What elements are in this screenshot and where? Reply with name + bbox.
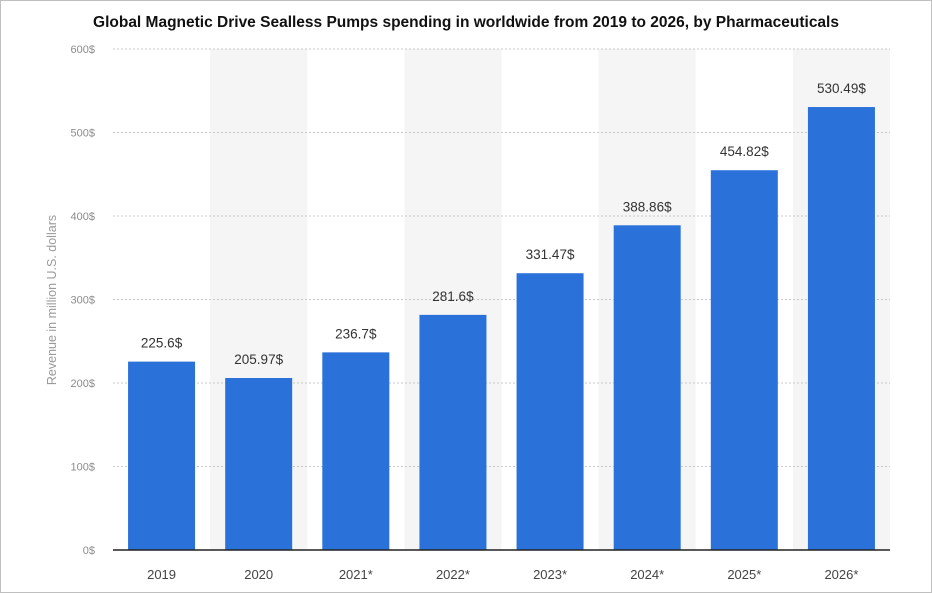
bar-2022	[419, 314, 487, 550]
y-tick-label: 300$	[71, 295, 95, 307]
data-label: 331.47$	[526, 247, 575, 262]
bar-2023	[516, 273, 584, 550]
x-tick-label: 2020	[244, 567, 273, 582]
bar-2025	[710, 170, 778, 551]
bar-2026	[807, 107, 875, 551]
data-label: 281.6$	[432, 289, 474, 304]
bar-2024	[613, 225, 681, 551]
bar-2019	[128, 361, 196, 550]
bar-2021	[322, 352, 390, 550]
x-tick-label: 2026*	[824, 567, 858, 582]
x-tick-label: 2022*	[436, 567, 470, 582]
y-tick-label: 500$	[71, 128, 95, 140]
data-label: 225.6$	[141, 336, 183, 351]
y-tick-label: 600$	[71, 44, 95, 56]
y-tick-label: 0$	[83, 545, 95, 557]
chart-title: Global Magnetic Drive Sealless Pumps spe…	[93, 14, 839, 31]
x-tick-label: 2023*	[533, 567, 567, 582]
y-tick-label: 100$	[71, 462, 95, 474]
y-tick-label: 200$	[71, 378, 95, 390]
y-tick-label: 400$	[71, 211, 95, 223]
x-tick-label: 2025*	[727, 567, 761, 582]
bar-2020	[225, 378, 293, 550]
x-tick-label: 2019	[147, 567, 176, 582]
data-label: 530.49$	[817, 81, 866, 96]
data-label: 388.86$	[623, 199, 672, 214]
y-axis-title: Revenue in million U.S. dollars	[45, 215, 59, 385]
data-label: 236.7$	[335, 326, 377, 341]
data-label: 454.82$	[720, 144, 769, 159]
data-label: 205.97$	[234, 352, 283, 367]
x-tick-label: 2024*	[630, 567, 664, 582]
x-tick-label: 2021*	[339, 567, 373, 582]
